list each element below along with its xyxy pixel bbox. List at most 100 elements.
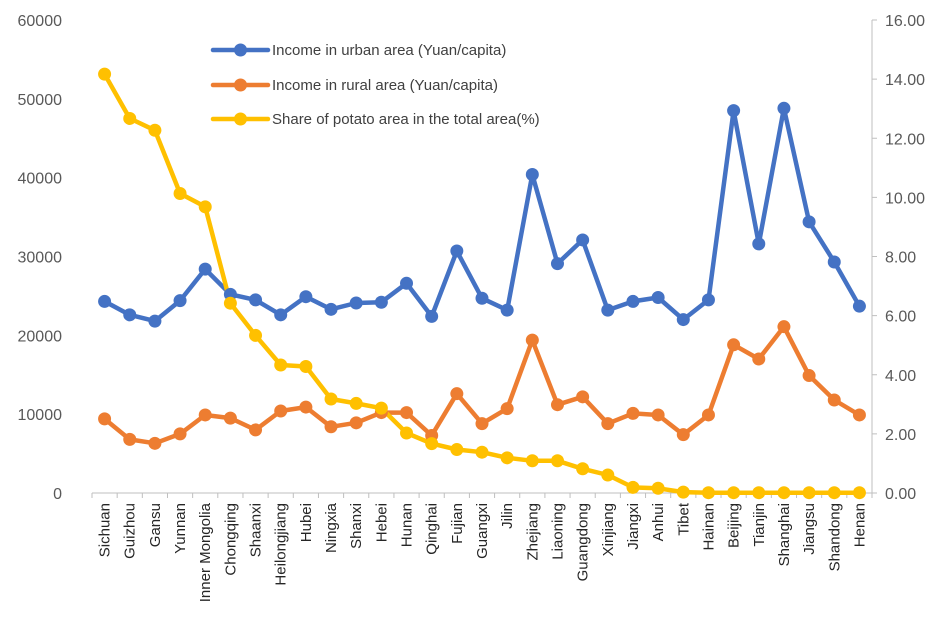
y-tick-label: 50000 [18, 92, 63, 109]
data-point-1 [148, 436, 162, 450]
data-point-2 [727, 486, 741, 500]
data-point-2 [148, 123, 162, 137]
data-point-0 [626, 294, 640, 308]
data-point-1 [450, 387, 464, 401]
data-point-1 [676, 428, 690, 442]
y-tick-label: 10000 [18, 407, 63, 424]
data-point-0 [249, 293, 263, 307]
data-point-0 [550, 257, 564, 271]
x-tick-label: Jiangxi [625, 503, 642, 550]
axes: 0 10000 20000 30000 40000 50000 60000 0.00 2.00 4… [18, 13, 926, 602]
data-point-1 [274, 404, 288, 418]
data-point-2 [852, 486, 866, 500]
x-tick-label: Tibet [675, 502, 692, 536]
data-point-1 [249, 423, 263, 437]
data-point-0 [701, 293, 715, 307]
data-point-2 [525, 454, 539, 468]
data-point-2 [802, 486, 816, 500]
data-point-0 [802, 215, 816, 229]
y2-tick-label: 6.00 [885, 309, 916, 326]
data-point-0 [450, 244, 464, 258]
x-tick-label: Gansu [147, 503, 164, 547]
data-point-2 [550, 454, 564, 468]
series-line-0 [102, 106, 862, 324]
data-point-0 [651, 290, 665, 304]
data-point-0 [777, 101, 791, 115]
data-point-0 [98, 294, 112, 308]
data-point-0 [148, 314, 162, 328]
legend-label: Income in urban area (Yuan/capita) [272, 42, 506, 59]
data-point-1 [852, 408, 866, 422]
data-point-0 [173, 294, 187, 308]
data-point-1 [752, 352, 766, 366]
y2-tick-label: 2.00 [885, 427, 916, 444]
data-point-2 [601, 468, 615, 482]
y2-tick-label: 10.00 [885, 190, 925, 207]
x-tick-label: Beijing [726, 503, 743, 548]
y2-tick-label: 14.00 [885, 72, 925, 89]
data-point-2 [676, 485, 690, 499]
x-tick-label: Guizhou [122, 503, 139, 559]
data-point-1 [701, 408, 715, 422]
data-point-0 [374, 295, 388, 309]
y2-tick-label: 8.00 [885, 250, 916, 267]
legend-marker [234, 112, 247, 126]
data-point-2 [777, 486, 791, 500]
data-point-0 [727, 104, 741, 118]
x-tick-label: Fujian [449, 503, 466, 544]
x-tick-label: Qinghai [424, 503, 441, 555]
data-point-0 [752, 237, 766, 251]
data-point-1 [802, 369, 816, 383]
x-tick-label: Henan [851, 503, 868, 547]
data-point-0 [400, 276, 414, 290]
x-tick-label: Shanxi [348, 503, 365, 549]
data-point-2 [123, 111, 137, 125]
data-point-0 [852, 299, 866, 313]
y2-tick-label: 16.00 [885, 13, 925, 30]
y-tick-label: 60000 [18, 13, 63, 30]
data-point-0 [500, 303, 514, 317]
y2-tick-label: 4.00 [885, 368, 916, 385]
data-point-0 [475, 291, 489, 305]
x-tick-label: Sichuan [97, 503, 114, 557]
data-point-2 [500, 451, 514, 465]
x-tick-label: Liaoning [549, 503, 566, 560]
data-point-2 [827, 486, 841, 500]
data-point-2 [374, 401, 388, 415]
x-tick-label: Jilin [499, 503, 516, 529]
data-point-1 [173, 427, 187, 441]
data-point-0 [676, 313, 690, 327]
data-point-2 [98, 67, 112, 81]
data-point-1 [626, 406, 640, 420]
data-point-2 [349, 396, 363, 410]
data-point-1 [525, 333, 539, 347]
data-point-2 [299, 359, 313, 373]
y-tick-label: 30000 [18, 250, 63, 267]
x-tick-label: Zhejiang [524, 503, 541, 561]
data-point-0 [601, 303, 615, 317]
data-point-1 [827, 393, 841, 407]
data-point-0 [324, 302, 338, 316]
data-point-1 [651, 408, 665, 422]
data-point-0 [827, 255, 841, 269]
data-point-0 [198, 262, 212, 276]
x-tick-label: Hainan [700, 503, 717, 551]
y2-tick-label: 12.00 [885, 131, 925, 148]
x-tick-label: Guangdong [575, 503, 592, 581]
data-point-2 [274, 358, 288, 372]
data-point-1 [777, 320, 791, 334]
x-tick-label: Shaanxi [248, 503, 265, 557]
data-point-2 [223, 296, 237, 310]
x-tick-label: Shandong [826, 503, 843, 571]
data-point-1 [550, 398, 564, 412]
data-point-2 [475, 445, 489, 459]
legend: Income in urban area (Yuan/capita) Income… [210, 42, 540, 128]
data-point-0 [123, 308, 137, 322]
data-point-1 [349, 416, 363, 430]
data-point-2 [576, 462, 590, 476]
data-point-1 [727, 338, 741, 352]
x-tick-label: Guangxi [474, 503, 491, 559]
data-point-0 [425, 309, 439, 323]
y-tick-label: 0 [53, 486, 62, 503]
